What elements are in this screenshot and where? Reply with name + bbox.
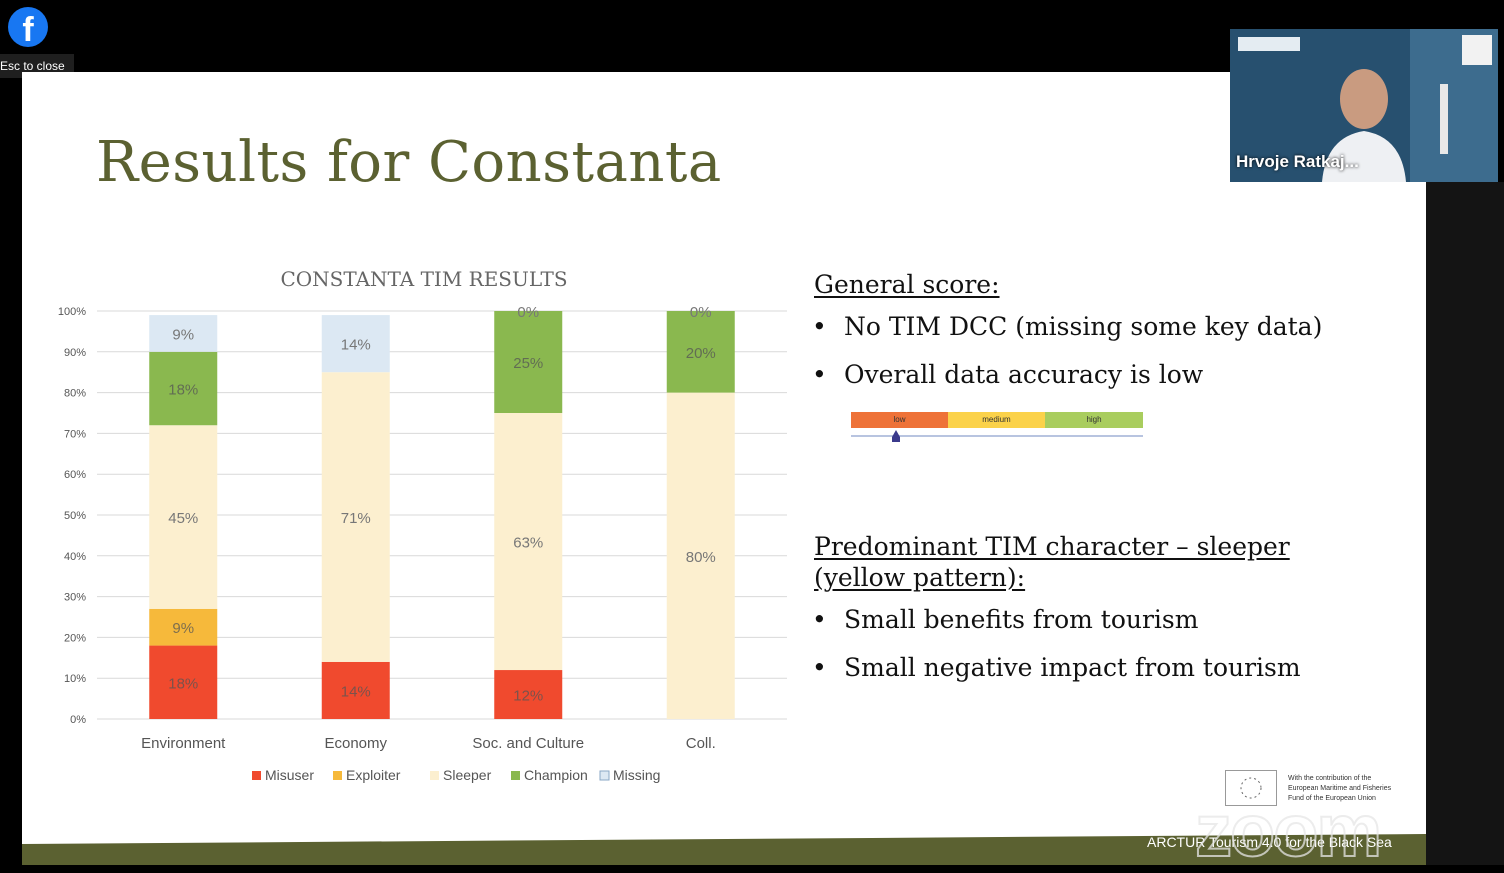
y-tick-label: 20% [64, 632, 86, 644]
bar-segment [666, 392, 735, 719]
general-bullet-2: • Overall data accuracy is low [812, 360, 1204, 389]
scale-marker-icon [851, 430, 1143, 442]
bar-segment [494, 413, 563, 671]
data-label: 12% [513, 688, 543, 705]
legend-swatch [511, 771, 520, 780]
x-tick-label: Economy [324, 735, 387, 752]
predominant-heading-line1: Predominant TIM character – sleeper [814, 532, 1290, 561]
bar-segment [494, 311, 563, 413]
participant-name: Hrvoje Ratkaj... [1236, 152, 1359, 171]
x-tick-label: Coll. [686, 735, 716, 752]
data-label: 80% [686, 549, 716, 566]
data-label: 45% [168, 510, 198, 527]
x-tick-label: Environment [141, 735, 226, 752]
bar-segment [149, 425, 218, 609]
slide-title: Results for Constanta [96, 130, 722, 195]
arctur-brand: ARCTUR Tourism 4.0 for the Black Sea [1147, 834, 1392, 850]
predominant-heading-line2: (yellow pattern): [814, 563, 1026, 592]
participant-video-icon [1230, 29, 1498, 182]
legend-swatch [430, 771, 439, 780]
bar-segment [666, 311, 735, 393]
participant-video-tile[interactable]: Hrvoje Ratkaj... [1230, 29, 1498, 182]
scale-medium: medium [948, 412, 1045, 428]
legend-entry: Champion [524, 767, 588, 783]
data-label: 0% [517, 304, 539, 321]
legend-entry: Missing [613, 767, 660, 783]
zoom-watermark: zoom [1194, 788, 1383, 873]
data-label: 0% [690, 304, 712, 321]
data-label: 9% [172, 620, 194, 637]
bar-segment [321, 372, 390, 662]
y-tick-label: 0% [70, 714, 86, 726]
right-strip [1426, 182, 1504, 865]
predominant-bullet-2: • Small negative impact from tourism [812, 653, 1301, 682]
general-bullet-1: • No TIM DCC (missing some key data) [812, 312, 1323, 341]
y-tick-label: 80% [64, 388, 86, 400]
eu-flag-icon [1225, 770, 1277, 806]
bar-segment [321, 661, 390, 719]
bar-segment [321, 315, 390, 373]
stacked-bar-chart: CONSTANTA TIM RESULTS 0% 10% 20% 30% 40% 50% 60… [58, 267, 787, 783]
legend-swatch [599, 770, 610, 781]
y-tick-label: 40% [64, 551, 86, 563]
accuracy-scale: low medium high [851, 412, 1143, 442]
bar-segment [149, 351, 218, 426]
x-tick-label: Soc. and Culture [472, 735, 584, 752]
y-tick-label: 90% [64, 347, 86, 359]
data-label: 14% [341, 683, 371, 700]
data-label: 9% [172, 326, 194, 343]
scale-low: low [851, 412, 948, 428]
data-label: 20% [686, 345, 716, 362]
bar-segment [149, 315, 218, 352]
data-label: 63% [513, 535, 543, 552]
data-label: 18% [168, 382, 198, 399]
data-label: 14% [341, 337, 371, 354]
legend-entry: Sleeper [443, 767, 492, 783]
scale-high: high [1045, 412, 1143, 428]
data-label: 71% [341, 510, 371, 527]
chart-title: CONSTANTA TIM RESULTS [280, 267, 567, 291]
y-tick-label: 50% [64, 510, 86, 522]
y-tick-label: 30% [64, 592, 86, 604]
presentation-slide: Results for Constanta CONSTANTA TIM RESU… [22, 72, 1426, 865]
bar-segment [149, 608, 218, 646]
bar-segment [494, 670, 563, 719]
legend-entry: Exploiter [346, 767, 401, 783]
eu-contribution-note: With the contribution of the European Ma… [1288, 775, 1392, 802]
y-tick-label: 10% [64, 673, 86, 685]
predominant-bullet-1: • Small benefits from tourism [812, 605, 1199, 634]
legend-entry: Misuser [265, 767, 314, 783]
bar-segment [149, 645, 218, 719]
footer-strip [22, 834, 1426, 865]
legend-swatch [252, 771, 261, 780]
y-tick-label: 60% [64, 469, 86, 481]
y-tick-label: 100% [58, 306, 86, 318]
data-label: 18% [168, 675, 198, 692]
legend-swatch [333, 771, 342, 780]
general-score-heading: General score: [814, 270, 1000, 299]
data-label: 25% [513, 355, 543, 372]
facebook-icon[interactable]: f [8, 7, 48, 47]
y-tick-label: 70% [64, 428, 86, 440]
